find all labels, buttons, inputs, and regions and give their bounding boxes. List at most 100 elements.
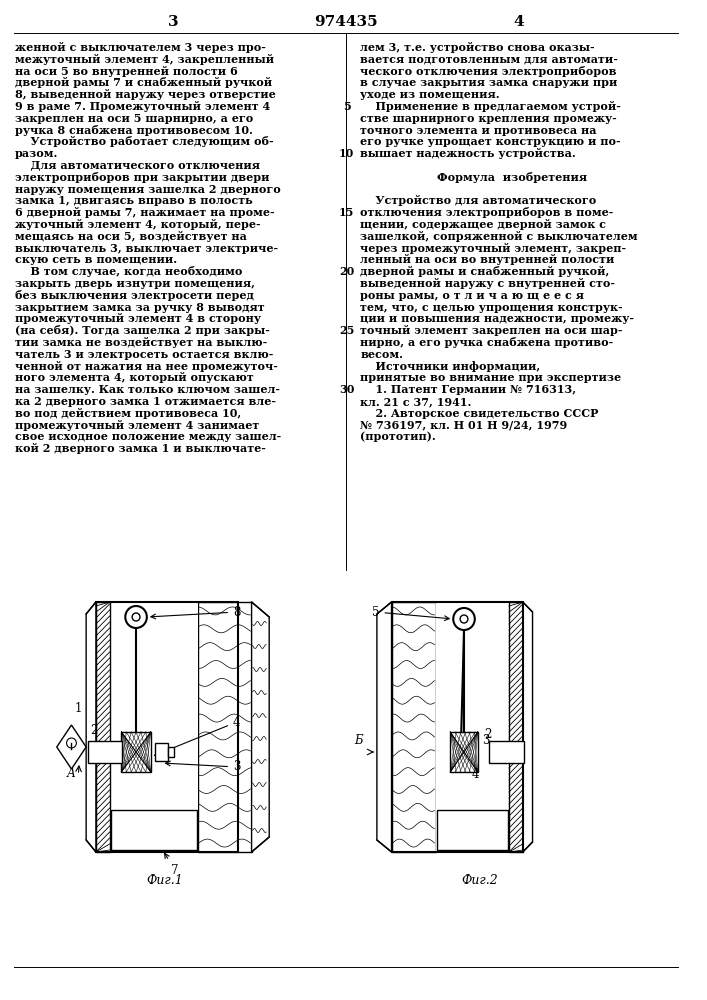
Bar — [198, 602, 252, 852]
Text: Б: Б — [354, 734, 363, 747]
Text: стве шарнирного крепления промежу-: стве шарнирного крепления промежу- — [361, 113, 617, 124]
Text: 25: 25 — [339, 325, 354, 336]
Circle shape — [132, 613, 140, 621]
Polygon shape — [522, 602, 532, 852]
Text: без выключения электросети перед: без выключения электросети перед — [15, 290, 254, 301]
Text: 5: 5 — [372, 605, 449, 621]
Text: А: А — [66, 767, 76, 780]
Text: 8: 8 — [151, 605, 240, 619]
Bar — [509, 602, 522, 852]
Text: 2. Авторское свидетельство СССР: 2. Авторское свидетельство СССР — [361, 408, 599, 419]
Text: Фиг.1: Фиг.1 — [146, 874, 183, 887]
Text: на оси 5 во внутренней полости 6: на оси 5 во внутренней полости 6 — [15, 66, 238, 77]
Text: 9 в раме 7. Промежуточный элемент 4: 9 в раме 7. Промежуточный элемент 4 — [15, 101, 270, 112]
Text: кой 2 дверного замка 1 и выключате-: кой 2 дверного замка 1 и выключате- — [15, 443, 266, 454]
Text: 4: 4 — [154, 716, 240, 756]
Text: 1. Патент Германии № 716313,: 1. Патент Германии № 716313, — [361, 384, 576, 395]
Circle shape — [125, 606, 147, 628]
Text: жуточный элемент 4, который, пере-: жуточный элемент 4, который, пере- — [15, 219, 260, 230]
Text: 20: 20 — [339, 266, 354, 277]
Text: ции и повышения надежности, промежу-: ции и повышения надежности, промежу- — [361, 313, 634, 324]
Text: свое исходное положение между зашел-: свое исходное положение между зашел- — [15, 431, 281, 442]
Text: 8, выведенной наружу через отверстие: 8, выведенной наружу через отверстие — [15, 89, 276, 100]
Text: женной с выключателем 3 через про-: женной с выключателем 3 через про- — [15, 42, 266, 53]
Bar — [437, 810, 508, 850]
Polygon shape — [57, 725, 86, 769]
Text: В том случае, когда необходимо: В том случае, когда необходимо — [15, 266, 242, 277]
Text: 3: 3 — [168, 15, 179, 29]
Text: (прототип).: (прототип). — [361, 431, 436, 442]
Text: его ручке упрощает конструкцию и по-: его ручке упрощает конструкцию и по- — [361, 136, 621, 147]
Bar — [110, 602, 198, 852]
Text: 4: 4 — [472, 768, 479, 780]
Text: лем 3, т.е. устройство снова оказы-: лем 3, т.е. устройство снова оказы- — [361, 42, 595, 53]
Text: тем, что, с целью упрощения конструк-: тем, что, с целью упрощения конструк- — [361, 302, 623, 313]
Text: во под действием противовеса 10,: во под действием противовеса 10, — [15, 408, 241, 419]
Text: 3: 3 — [165, 760, 240, 774]
Text: Источники информации,: Источники информации, — [361, 361, 540, 372]
Text: ленный на оси во внутренней полости: ленный на оси во внутренней полости — [361, 254, 614, 265]
Text: Для автоматического отключения: Для автоматического отключения — [15, 160, 259, 171]
Text: закрытием замка за ручку 8 выводят: закрытием замка за ручку 8 выводят — [15, 302, 264, 313]
Text: уходе из помещения.: уходе из помещения. — [361, 89, 500, 100]
Text: 10: 10 — [339, 148, 354, 159]
Text: межуточный элемент 4, закрепленный: межуточный элемент 4, закрепленный — [15, 54, 274, 65]
Text: через промежуточный элемент, закреп-: через промежуточный элемент, закреп- — [361, 243, 626, 254]
Text: (на себя). Тогда зашелка 2 при закры-: (на себя). Тогда зашелка 2 при закры- — [15, 325, 269, 336]
Bar — [110, 810, 197, 850]
Text: весом.: весом. — [361, 349, 403, 360]
Text: 2: 2 — [484, 728, 492, 741]
Text: мещаясь на оси 5, воздействует на: мещаясь на оси 5, воздействует на — [15, 231, 247, 242]
Bar — [450, 732, 478, 772]
Text: 5: 5 — [343, 101, 351, 112]
Text: электроприборов при закрытии двери: электроприборов при закрытии двери — [15, 172, 269, 183]
Text: 2: 2 — [90, 724, 98, 738]
Text: Применение в предлагаемом устрой-: Применение в предлагаемом устрой- — [361, 101, 621, 112]
Text: вышает надежность устройства.: вышает надежность устройства. — [361, 148, 576, 159]
Bar — [168, 747, 174, 757]
Text: разом.: разом. — [15, 148, 58, 159]
Text: Фиг.2: Фиг.2 — [461, 874, 498, 887]
Circle shape — [66, 738, 76, 748]
Text: 6 дверной рамы 7, нажимает на проме-: 6 дверной рамы 7, нажимает на проме- — [15, 207, 274, 218]
Text: 974435: 974435 — [314, 15, 378, 29]
Text: на зашелку. Как только ключом зашел-: на зашелку. Как только ключом зашел- — [15, 384, 280, 395]
Polygon shape — [252, 602, 269, 852]
Text: ного элемента 4, который опускают: ного элемента 4, который опускают — [15, 372, 253, 383]
Bar — [122, 732, 151, 772]
Text: щении, содержащее дверной замок с: щении, содержащее дверной замок с — [361, 219, 606, 230]
Text: 3: 3 — [483, 734, 490, 746]
Text: 1: 1 — [74, 702, 82, 715]
Text: наружу помещения зашелка 2 дверного: наружу помещения зашелка 2 дверного — [15, 184, 281, 195]
Text: дверной рамы 7 и снабженный ручкой: дверной рамы 7 и снабженный ручкой — [15, 77, 271, 88]
Text: тии замка не воздействует на выклю-: тии замка не воздействует на выклю- — [15, 337, 267, 348]
Text: ка 2 дверного замка 1 отжимается вле-: ка 2 дверного замка 1 отжимается вле- — [15, 396, 276, 407]
Bar — [155, 743, 168, 761]
Bar — [88, 741, 122, 763]
Circle shape — [460, 615, 468, 623]
Text: вается подготовленным для автомати-: вается подготовленным для автомати- — [361, 54, 618, 65]
Text: 4: 4 — [513, 15, 524, 29]
Text: замка 1, двигаясь вправо в полость: замка 1, двигаясь вправо в полость — [15, 195, 252, 206]
Circle shape — [453, 608, 475, 630]
Text: промежуточный элемент 4 в сторону: промежуточный элемент 4 в сторону — [15, 313, 261, 324]
Text: закреплен на оси 5 шарнирно, а его: закреплен на оси 5 шарнирно, а его — [15, 113, 253, 124]
Text: выведенной наружу с внутренней сто-: выведенной наружу с внутренней сто- — [361, 278, 615, 289]
Text: принятые во внимание при экспертизе: принятые во внимание при экспертизе — [361, 372, 621, 383]
Text: № 736197, кл. Н 01 Н 9/24, 1979: № 736197, кл. Н 01 Н 9/24, 1979 — [361, 420, 568, 431]
Text: промежуточный элемент 4 занимает: промежуточный элемент 4 занимает — [15, 420, 259, 431]
Text: Устройство работает следующим об-: Устройство работает следующим об- — [15, 136, 274, 147]
Text: роны рамы, о т л и ч а ю щ е е с я: роны рамы, о т л и ч а ю щ е е с я — [361, 290, 584, 301]
Bar — [436, 602, 509, 852]
Text: ченной от нажатия на нее промежуточ-: ченной от нажатия на нее промежуточ- — [15, 361, 278, 372]
Text: Формула  изобретения: Формула изобретения — [437, 172, 587, 183]
Text: точного элемента и противовеса на: точного элемента и противовеса на — [361, 125, 597, 136]
Text: зашелкой, сопряженной с выключателем: зашелкой, сопряженной с выключателем — [361, 231, 638, 242]
Text: 7: 7 — [165, 853, 179, 876]
Text: 30: 30 — [339, 384, 354, 395]
Text: ческого отключения электроприборов: ческого отключения электроприборов — [361, 66, 617, 77]
Text: Устройство для автоматического: Устройство для автоматического — [361, 195, 597, 206]
Bar — [96, 602, 110, 852]
Text: закрыть дверь изнутри помещения,: закрыть дверь изнутри помещения, — [15, 278, 255, 289]
Text: 15: 15 — [339, 207, 354, 218]
